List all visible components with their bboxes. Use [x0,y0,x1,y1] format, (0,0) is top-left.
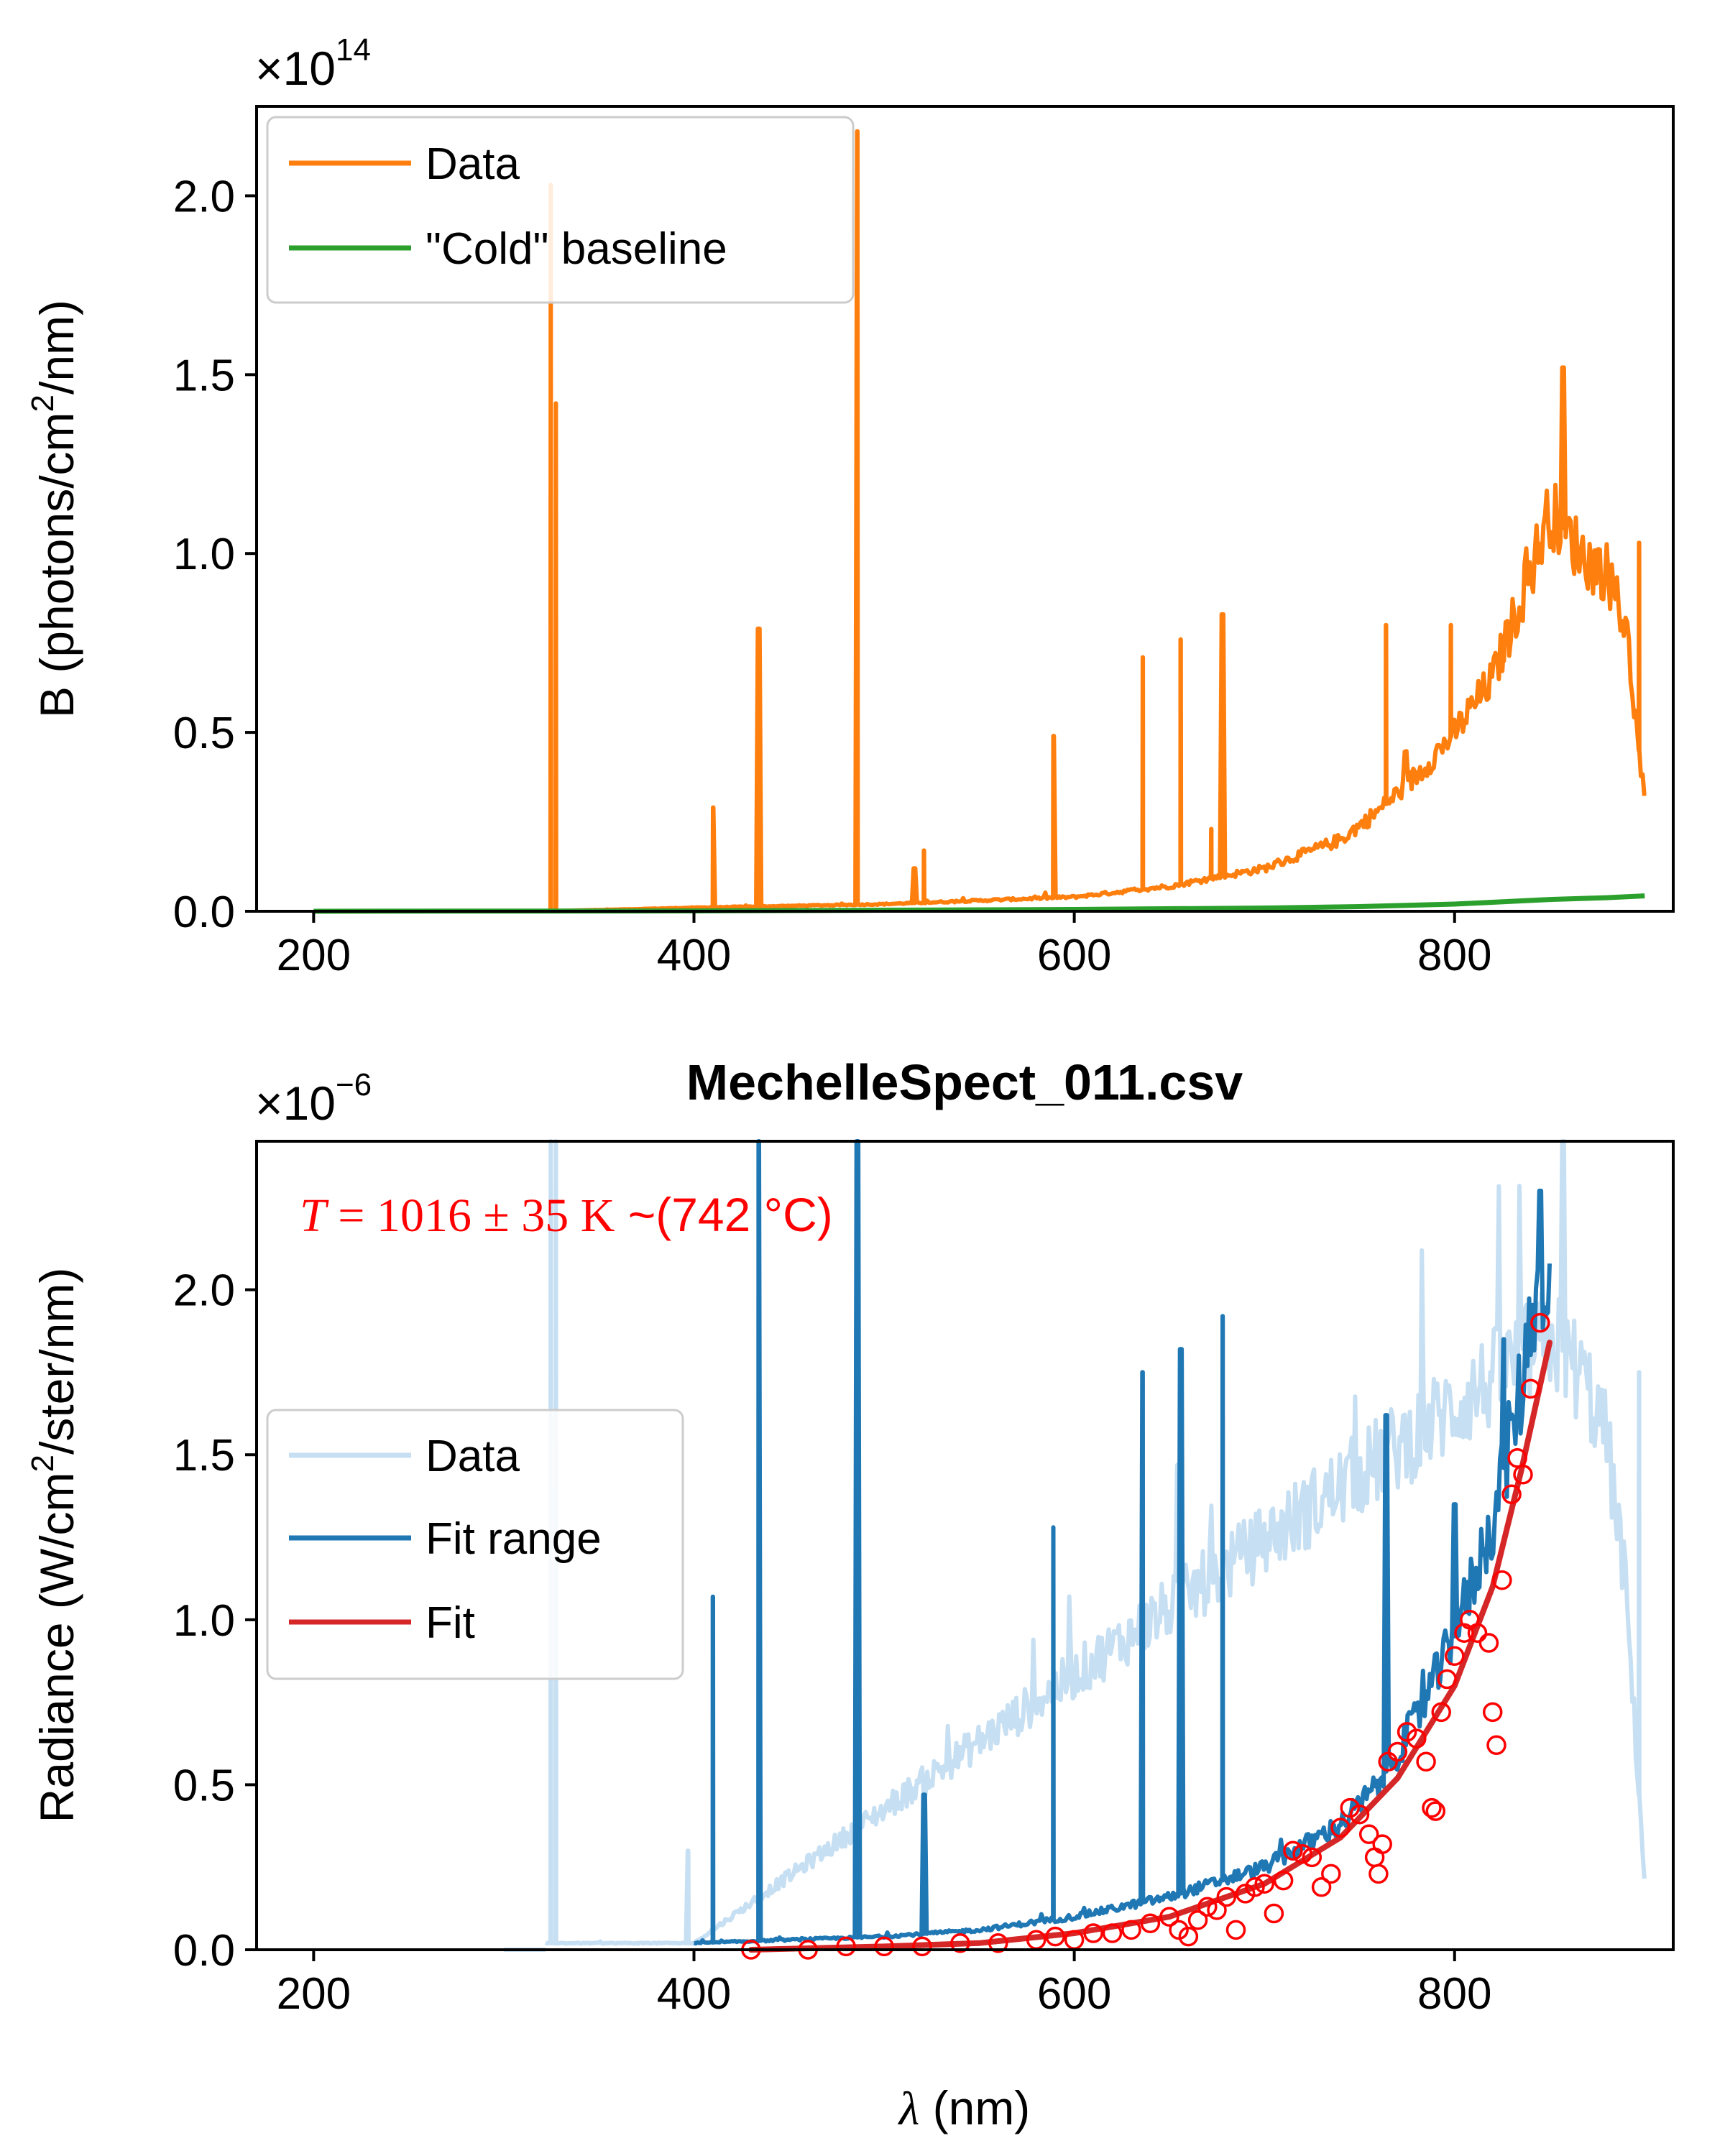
top-y-tick-label: 0.0 [173,888,235,937]
bottom-fit-point-marker [1387,1741,1408,1762]
bottom-fit-point-marker [1482,1702,1503,1723]
top-y-ticks: 0.0 0.5 1.0 1.5 2.0 [173,172,257,937]
bottom-fit-point-marker [1425,1801,1446,1821]
bottom-fit-point-marker [1121,1920,1141,1940]
bottom-y-tick-label: 0.5 [173,1761,235,1810]
bottom-legend-label-fit: Fit [426,1598,475,1648]
bottom-fit-point-marker [1159,1907,1179,1927]
bottom-fit-point-marker [1501,1484,1522,1505]
bottom-panel: MechelleSpect_011.csv 200 400 600 800 0.00.… [25,1054,1675,2135]
bottom-fit-point-marker [1178,1926,1199,1947]
bottom-series-fit-line [748,1340,1552,1953]
bottom-y-tick-label: 0.0 [173,1926,235,1976]
bottom-fit-point-marker [1045,1926,1065,1947]
bottom-legend: Data Fit range Fit [266,1409,684,1680]
top-y-tick-label: 2.0 [173,172,235,221]
bottom-fit-point-marker [1445,1646,1465,1667]
bottom-fit-point-marker [1422,1797,1442,1818]
top-legend-box [266,116,855,304]
bottom-fit-point-marker [1254,1874,1274,1894]
bottom-fit-point-marker [1140,1913,1161,1934]
bottom-fit-point-marker [1416,1751,1436,1772]
top-y-multiplier: ×1014 [255,32,371,95]
bottom-fit-point-marker [1216,1886,1237,1907]
top-x-tick-label: 400 [657,931,731,980]
bottom-fit-point-marker [1407,1728,1427,1749]
bottom-fit-point-marker [1431,1702,1451,1723]
bottom-legend-label-fit-range: Fit range [426,1514,602,1564]
bottom-x-axis-label: λ (nm) [898,2081,1031,2135]
bottom-fit-point-marker [1454,1623,1474,1643]
bottom-fit-point-marker [1273,1870,1294,1891]
bottom-fit-point-marker [1513,1465,1533,1485]
bottom-fit-point-marker [874,1936,894,1957]
bottom-fit-point-marker [1520,1378,1541,1399]
bottom-y-tick-label: 2.0 [173,1266,235,1316]
bottom-fit-point-marker [1530,1312,1550,1333]
top-x-tick-label: 600 [1037,931,1111,980]
bottom-fit-point-marker [1330,1818,1351,1838]
temperature-annotation: T = 1016 ± 35 K ~(742 °C) [300,1188,833,1242]
bottom-axes-frame [255,1140,1675,1951]
bottom-fit-point-marker [1478,1633,1499,1653]
bottom-x-tick-label: 400 [657,1969,731,2019]
top-panel: 200 400 600 800 0.0 0.5 1.0 1.5 2.0 ×1014 B (ph… [25,32,1675,980]
bottom-y-ticks: 0.0 0.5 1.0 1.5 2.0 [173,1266,257,1976]
bottom-chart-title: MechelleSpect_011.csv [686,1054,1243,1110]
bottom-x-tick-label: 200 [277,1969,351,2019]
bottom-series-data-line [544,1139,1647,1946]
bottom-fit-point-marker [1302,1847,1322,1868]
bottom-y-multiplier: ×10−6 [255,1067,372,1130]
bottom-fit-point-marker [1207,1900,1227,1920]
bottom-x-tick-label: 800 [1417,1969,1491,2019]
bottom-y-tick-label: 1.0 [173,1596,235,1646]
bottom-fit-point-marker [912,1936,932,1957]
top-legend-label-baseline: "Cold" baseline [426,224,727,274]
bottom-fit-point-marker [1264,1903,1284,1924]
top-axes-frame [255,105,1675,913]
top-legend-label-data: Data [426,139,520,189]
top-series-data-line [545,129,1647,913]
bottom-fit-point-marker [1225,1920,1246,1940]
bottom-x-tick-label: 600 [1037,1969,1111,2019]
bottom-fit-point-marker [1102,1923,1123,1943]
bottom-fit-point-marker [1321,1864,1341,1884]
bottom-fit-point-marker [1245,1877,1265,1897]
top-x-ticks: 200 400 600 800 [277,911,1491,980]
bottom-fit-point-marker [1349,1804,1370,1825]
top-y-tick-label: 1.5 [173,351,235,400]
bottom-fit-point-marker [988,1933,1008,1953]
bottom-fit-point-marker [1492,1570,1512,1590]
bottom-fit-point-marker [1467,1623,1488,1643]
bottom-fit-point-marker [1197,1897,1218,1917]
top-y-axis-label: B (photons/cm2/nm) [25,300,83,718]
bottom-y-axis-label: Radiance (W/cm2/ster/nm) [25,1268,83,1823]
top-y-tick-label: 0.5 [173,709,235,758]
bottom-fit-point-marker [1486,1735,1506,1756]
bottom-y-tick-label: 1.5 [173,1431,235,1480]
bottom-fit-point-marker [1292,1844,1312,1864]
top-x-tick-label: 200 [277,931,351,980]
bottom-fit-point-marker [1437,1669,1457,1690]
bottom-fit-point-marker [1187,1909,1208,1930]
bottom-fit-point-marker [1368,1864,1389,1884]
top-y-tick-label: 1.0 [173,530,235,579]
bottom-legend-label-data: Data [426,1432,520,1481]
bottom-fit-point-marker [1311,1877,1332,1897]
top-x-tick-label: 800 [1417,931,1491,980]
bottom-fit-point-marker [1283,1841,1303,1861]
bottom-series-fit-range-line [693,1139,1552,1946]
bottom-fit-point-marker [1083,1923,1103,1943]
bottom-fit-point-marker [1372,1834,1392,1854]
top-legend: Data "Cold" baseline [266,116,855,304]
bottom-legend-box [266,1409,684,1680]
bottom-plot-area [503,1139,1647,1960]
bottom-fit-point-marker [836,1936,856,1957]
bottom-fit-point-marker [950,1933,970,1953]
bottom-fit-point-marker [1358,1824,1379,1845]
bottom-x-ticks: 200 400 600 800 [277,1950,1491,2019]
